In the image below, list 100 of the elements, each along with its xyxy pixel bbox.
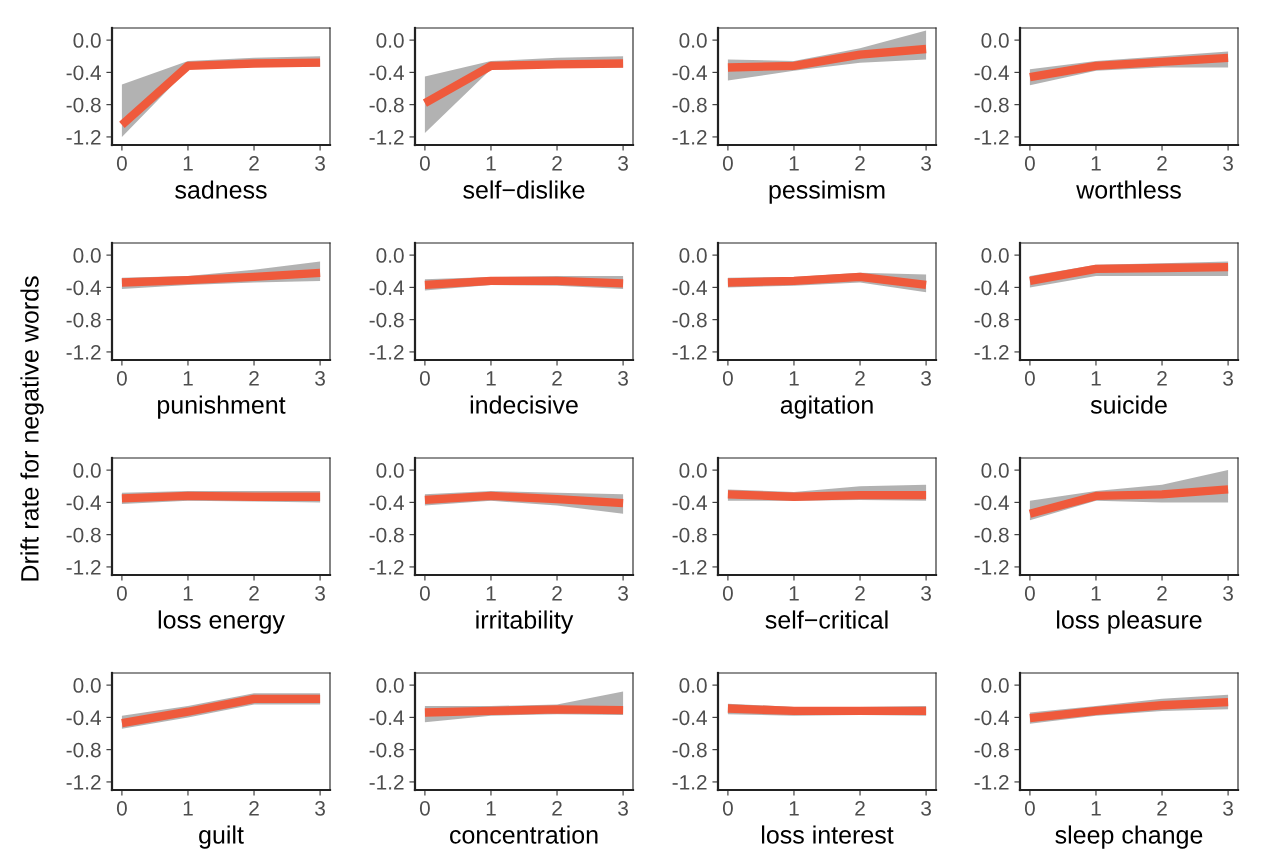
y-tick-label: 0.0 — [73, 463, 101, 478]
y-tick-label: -1.2 — [672, 559, 707, 575]
x-tick-label: 2 — [1157, 585, 1167, 601]
x-tick-label: 0 — [419, 370, 430, 386]
x-axis-title: indecisive — [470, 395, 578, 414]
y-tick-label: -0.4 — [974, 280, 1009, 296]
x-tick-label: 3 — [921, 585, 931, 601]
y-tick-label: -0.4 — [66, 65, 101, 81]
y-tick-label: 0.0 — [981, 463, 1009, 478]
x-tick-label: 3 — [618, 155, 628, 171]
y-tick-label: -0.4 — [369, 495, 404, 511]
y-tick-label: -1.2 — [369, 344, 404, 360]
x-axis-title: loss interest — [761, 825, 894, 844]
x-tick-label: 0 — [722, 155, 733, 171]
y-tick-label: -1.2 — [672, 129, 707, 145]
x-tick-label: 2 — [552, 155, 562, 171]
x-axis-title: irritability — [476, 610, 574, 634]
y-tick-label: -1.2 — [66, 344, 101, 360]
x-tick-label: 2 — [249, 155, 259, 171]
y-tick-label: -1.2 — [974, 129, 1009, 145]
y-tick-label: 0.0 — [73, 33, 101, 48]
y-tick-label: -0.8 — [974, 742, 1009, 758]
y-tick-label: -0.8 — [66, 312, 101, 328]
x-tick-label: 3 — [921, 800, 931, 816]
x-axis-title: concentration — [450, 825, 598, 844]
y-tick-label: 0.0 — [679, 248, 707, 263]
x-tick-label: 1 — [183, 586, 193, 601]
x-tick-label: 0 — [1024, 800, 1035, 816]
y-tick-label: -0.4 — [672, 710, 707, 726]
x-axis-title: pessimism — [769, 180, 885, 204]
y-tick-label: -1.2 — [66, 129, 101, 145]
x-tick-label: 2 — [249, 585, 259, 601]
y-tick-label: -1.2 — [369, 774, 404, 790]
y-tick-label: -0.8 — [66, 742, 101, 758]
y-tick-label: -1.2 — [974, 344, 1009, 360]
y-tick-label: -1.2 — [672, 774, 707, 790]
x-tick-label: 1 — [183, 371, 193, 386]
x-axis-title: loss pleasure — [1057, 610, 1202, 634]
x-tick-label: 3 — [921, 155, 931, 171]
x-tick-label: 2 — [552, 585, 562, 601]
x-tick-label: 0 — [116, 370, 127, 386]
x-axis-title: sleep change — [1055, 825, 1203, 849]
y-tick-label: -0.4 — [672, 65, 707, 81]
y-tick-label: -0.4 — [66, 710, 101, 726]
y-tick-label: -1.2 — [66, 559, 101, 575]
y-tick-label: 0.0 — [981, 678, 1009, 693]
y-tick-label: 0.0 — [376, 248, 404, 263]
y-tick-label: 0.0 — [679, 678, 707, 693]
y-tick-label: 0.0 — [376, 33, 404, 48]
y-tick-label: -0.8 — [672, 312, 707, 328]
x-tick-label: 2 — [855, 585, 865, 601]
x-tick-label: 3 — [618, 800, 628, 816]
x-tick-label: 0 — [722, 585, 733, 601]
x-tick-label: 2 — [249, 800, 259, 816]
y-tick-label: -0.8 — [672, 97, 707, 113]
x-tick-label: 0 — [1024, 370, 1035, 386]
x-tick-label: 0 — [419, 155, 430, 171]
y-tick-label: -0.4 — [369, 710, 404, 726]
x-tick-label: 3 — [618, 585, 628, 601]
y-tick-label: -0.4 — [66, 280, 101, 296]
y-tick-label: -0.4 — [369, 65, 404, 81]
x-tick-label: 0 — [116, 585, 127, 601]
y-tick-label: -0.4 — [974, 710, 1009, 726]
x-tick-label: 0 — [116, 155, 127, 171]
x-axis-title: worthless — [1076, 180, 1181, 199]
y-tick-label: -0.4 — [66, 495, 101, 511]
y-tick-label: -1.2 — [369, 129, 404, 145]
y-tick-label: -1.2 — [974, 774, 1009, 790]
y-tick-label: -0.8 — [974, 527, 1009, 543]
y-tick-label: -1.2 — [974, 559, 1009, 575]
y-tick-label: 0.0 — [981, 248, 1009, 263]
x-tick-label: 0 — [722, 370, 733, 386]
x-tick-label: 1 — [183, 801, 193, 816]
x-tick-label: 1 — [789, 371, 799, 386]
x-tick-label: 1 — [1091, 586, 1101, 601]
y-tick-label: 0.0 — [679, 463, 707, 478]
y-tick-label: -0.4 — [974, 65, 1009, 81]
x-tick-label: 3 — [1223, 585, 1233, 601]
y-tick-label: -1.2 — [66, 774, 101, 790]
y-tick-label: 0.0 — [981, 33, 1009, 48]
y-tick-label: 0.0 — [73, 678, 101, 693]
y-tick-label: -1.2 — [672, 344, 707, 360]
x-tick-label: 0 — [419, 585, 430, 601]
y-tick-label: 0.0 — [679, 33, 707, 48]
x-tick-label: 3 — [921, 370, 931, 386]
y-tick-label: -0.8 — [66, 97, 101, 113]
y-tick-label: -0.4 — [369, 280, 404, 296]
x-tick-label: 1 — [789, 801, 799, 816]
x-tick-label: 2 — [1157, 370, 1167, 386]
x-tick-label: 2 — [855, 800, 865, 816]
y-tick-label: -1.2 — [369, 559, 404, 575]
y-tick-label: -0.8 — [672, 527, 707, 543]
x-tick-label: 3 — [618, 370, 628, 386]
x-tick-label: 3 — [1223, 800, 1233, 816]
y-tick-label: -0.8 — [369, 97, 404, 113]
y-tick-label: -0.4 — [974, 495, 1009, 511]
x-axis-title: loss energy — [158, 610, 285, 634]
x-tick-label: 1 — [486, 371, 496, 386]
x-tick-label: 1 — [183, 156, 193, 171]
x-tick-label: 0 — [1024, 155, 1035, 171]
